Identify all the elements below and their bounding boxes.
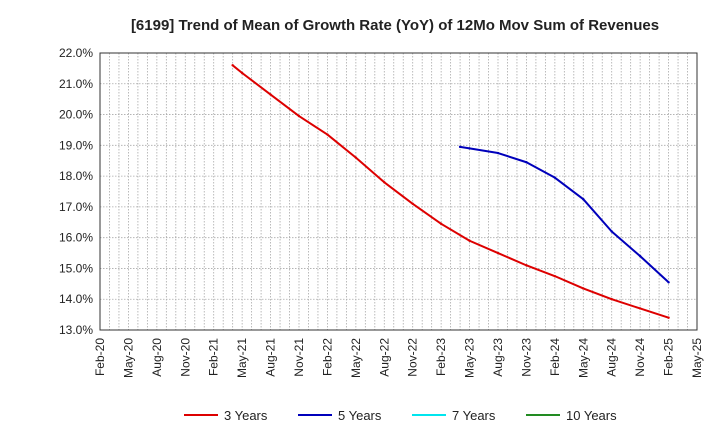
data-point <box>582 287 585 290</box>
x-tick-label: Nov-24 <box>633 338 647 377</box>
data-point <box>439 222 443 226</box>
data-point <box>468 147 471 150</box>
data-point <box>553 176 557 179</box>
legend-label: 10 Years <box>566 408 617 423</box>
y-tick-label: 20.0% <box>59 108 93 122</box>
x-tick-label: Feb-23 <box>434 338 448 376</box>
data-point <box>269 93 272 96</box>
x-tick-label: Aug-23 <box>491 338 505 377</box>
x-tick-label: May-20 <box>121 338 135 378</box>
y-tick-label: 15.0% <box>59 261 93 275</box>
data-point <box>525 264 528 267</box>
x-tick-label: Feb-25 <box>662 338 676 376</box>
chart-title: [6199] Trend of Mean of Growth Rate (YoY… <box>131 17 659 34</box>
y-tick-label: 18.0% <box>59 169 93 183</box>
x-tick-label: Feb-21 <box>207 338 221 376</box>
data-point <box>354 156 358 159</box>
x-tick-label: Nov-23 <box>519 338 533 377</box>
data-point <box>231 64 234 67</box>
y-tick-label: 13.0% <box>59 323 93 337</box>
data-point <box>525 161 528 164</box>
y-tick-label: 17.0% <box>59 200 93 214</box>
x-tick-label: Aug-24 <box>605 338 619 377</box>
y-tick-label: 19.0% <box>59 138 93 152</box>
legend: 3 Years 5 Years 7 Years 10 Years <box>184 408 617 423</box>
data-point <box>468 239 471 242</box>
data-point <box>638 307 642 310</box>
data-point <box>667 281 670 284</box>
data-point <box>240 71 244 75</box>
x-tick-label: May-23 <box>463 338 477 378</box>
data-point <box>610 230 613 233</box>
x-tick-label: Feb-22 <box>320 338 334 376</box>
legend-label: 7 Years <box>452 408 496 423</box>
x-tick-label: Aug-21 <box>264 338 278 377</box>
legend-label: 3 Years <box>224 408 268 423</box>
x-tick-label: May-22 <box>349 338 363 378</box>
x-tick-label: May-21 <box>235 338 249 378</box>
x-tick-label: May-24 <box>576 338 590 378</box>
data-point <box>667 316 670 319</box>
y-tick-label: 21.0% <box>59 77 93 91</box>
legend-label: 5 Years <box>338 408 382 423</box>
data-point <box>638 254 642 258</box>
data-point <box>496 151 500 155</box>
data-point <box>458 145 462 149</box>
x-tick-label: Nov-21 <box>292 338 306 377</box>
data-point <box>297 114 301 118</box>
x-tick-label: Feb-20 <box>93 338 107 376</box>
data-point <box>496 251 500 255</box>
plot-border <box>99 52 698 331</box>
data-point <box>383 181 386 184</box>
x-tick-label: Nov-22 <box>406 338 420 377</box>
grid <box>99 52 698 331</box>
axes: 13.0% 14.0% 15.0% 16.0% 17.0% 18.0% 19.0% 20.0%… <box>59 46 704 378</box>
x-tick-label: Aug-20 <box>150 338 164 377</box>
x-tick-label: Nov-20 <box>178 338 192 377</box>
data-point <box>411 202 414 206</box>
x-tick-label: Aug-22 <box>377 338 391 377</box>
x-tick-label: May-25 <box>690 338 704 378</box>
data-point <box>610 298 613 301</box>
plot-area <box>100 53 697 330</box>
x-tick-label: Feb-24 <box>548 338 562 376</box>
series-lines <box>231 64 670 319</box>
data-point <box>326 133 329 136</box>
data-point <box>553 274 557 278</box>
data-point <box>582 197 585 201</box>
y-tick-label: 22.0% <box>59 46 93 60</box>
y-tick-label: 16.0% <box>59 231 93 245</box>
y-tick-label: 14.0% <box>59 292 93 306</box>
